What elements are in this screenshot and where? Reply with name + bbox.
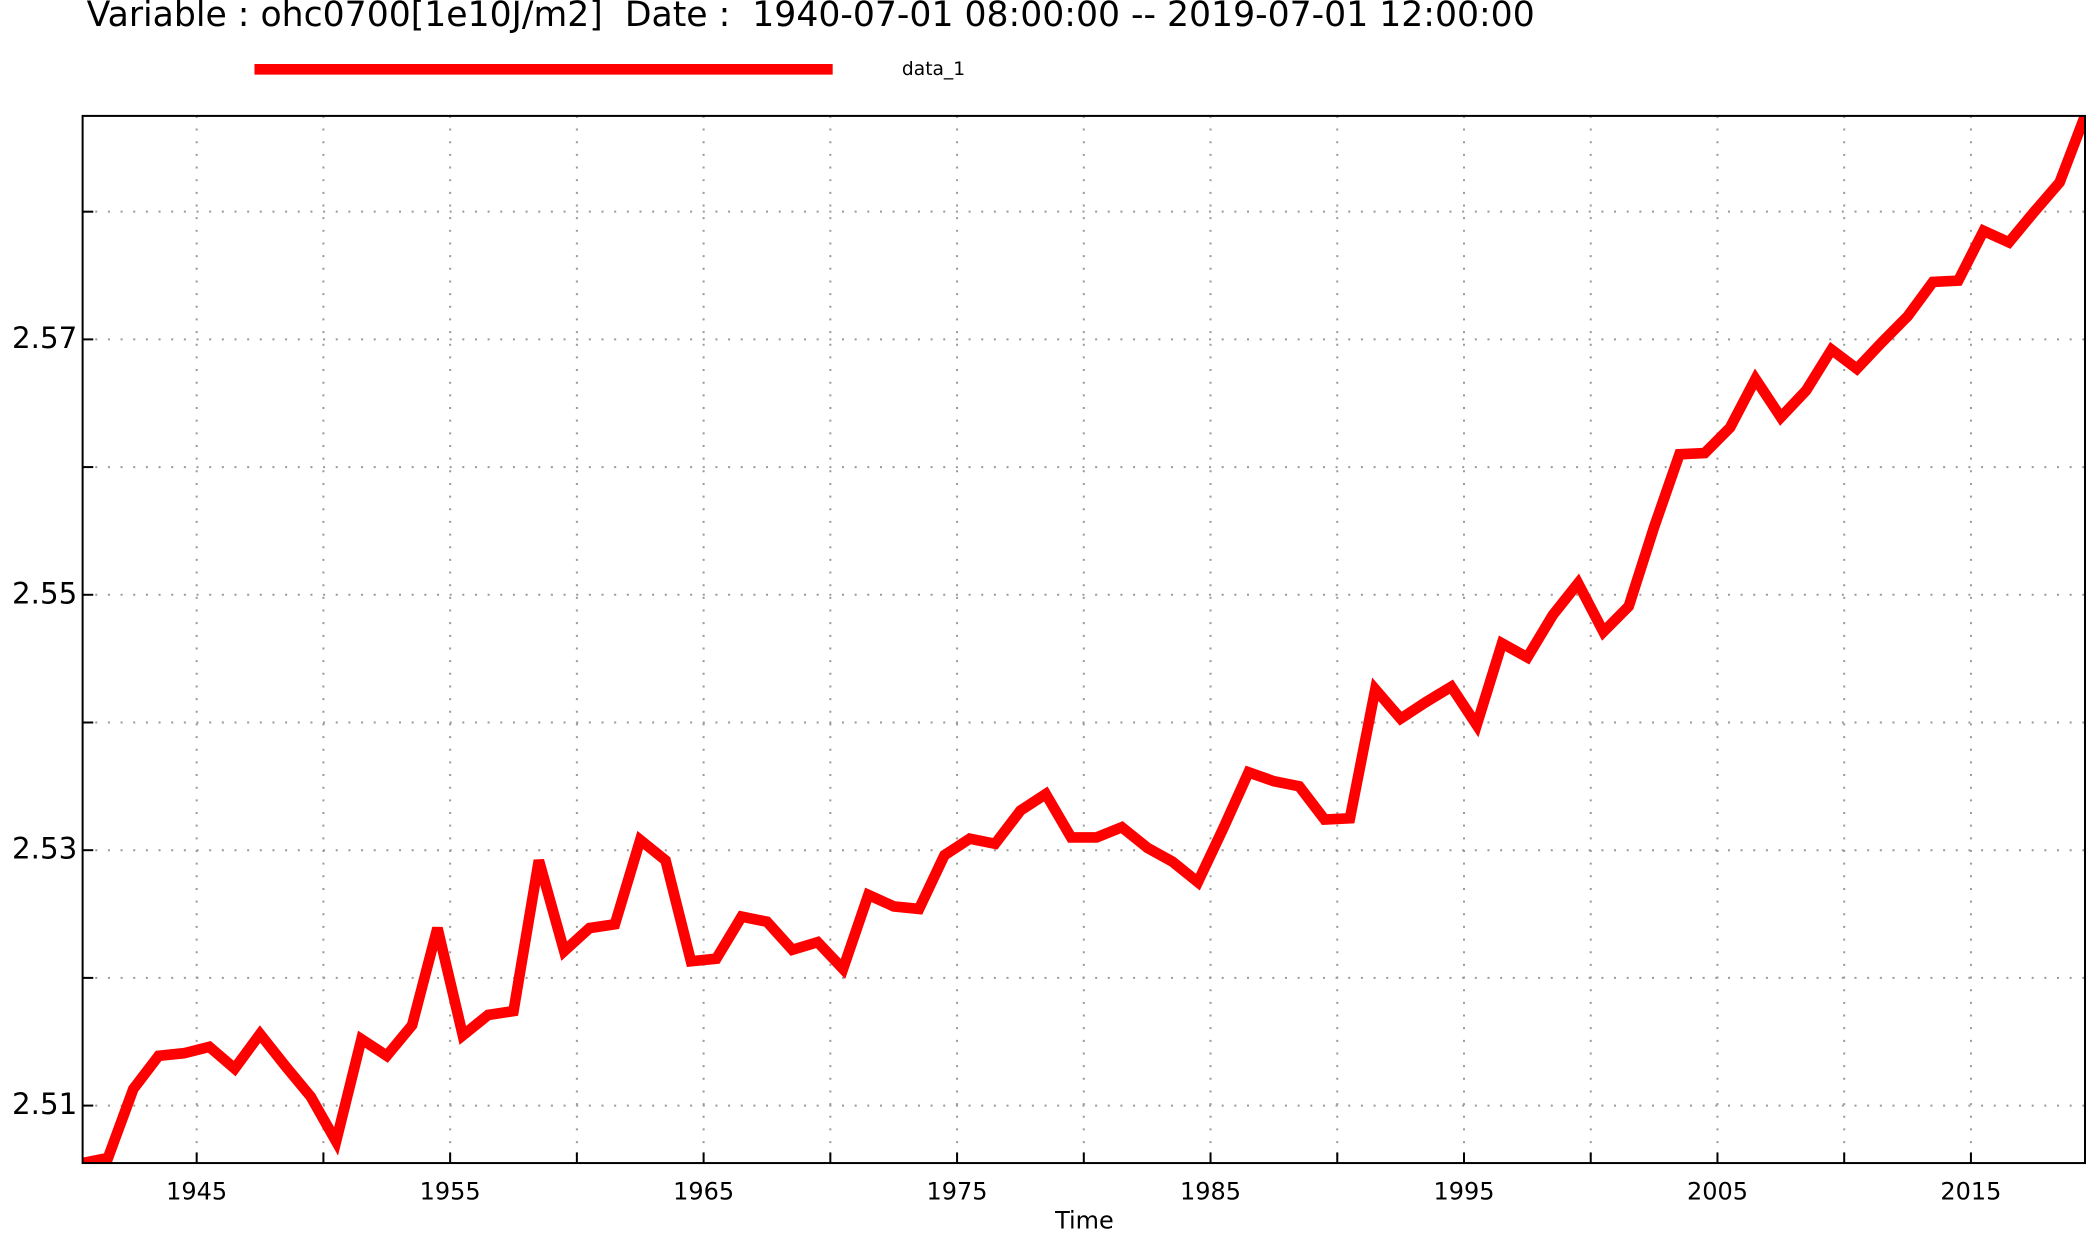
x-tick-label: 1945 [166,1177,227,1205]
x-axis-label: Time [1054,1207,1114,1233]
y-tick-label: 2.57 [12,321,77,355]
plot-frame [81,114,2086,1165]
x-tick-label: 1985 [1180,1177,1241,1205]
x-tick-label: 2005 [1687,1177,1748,1205]
x-tick-label: 1975 [927,1177,988,1205]
x-tick-label: 1995 [1433,1177,1494,1205]
x-tick-label: 1955 [420,1177,481,1205]
legend-label: data_1 [902,59,965,80]
y-tick-label: 2.51 [12,1087,77,1121]
data-line [82,115,2085,1164]
y-tick-label: 2.55 [12,576,77,610]
x-tick-label: 1965 [673,1177,734,1205]
y-tick-label: 2.53 [12,832,77,866]
x-tick-label: 2015 [1940,1177,2001,1205]
chart-title: Variable : ohc0700[1e10J/m2] Date : 1940… [87,0,1535,35]
